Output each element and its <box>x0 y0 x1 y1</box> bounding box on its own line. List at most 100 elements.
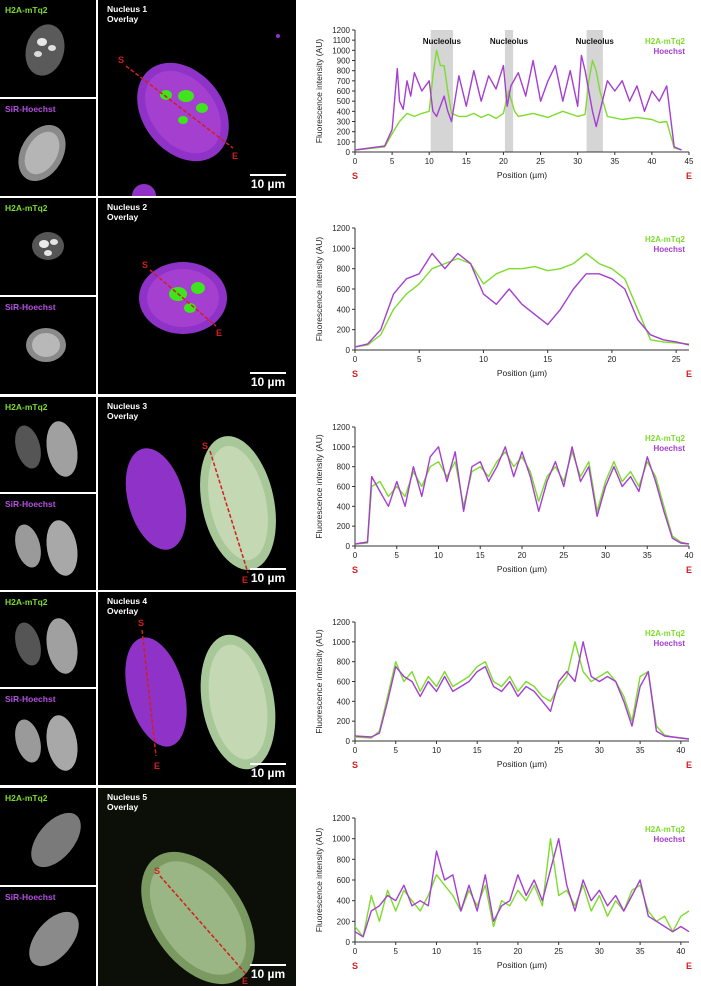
overlay-label: Overlay <box>107 802 139 812</box>
y-axis-label: Fluorescence intensity (AU) <box>314 39 324 144</box>
series-line-h2a-mtq2 <box>354 838 690 938</box>
nucleus-4-row: H2A-mTq2 SiR-Hoechst S E Nucleus 4 Overl… <box>0 592 701 785</box>
scale-bar-label: 10 µm <box>250 766 286 780</box>
y-tick-label: 200 <box>337 917 351 926</box>
x-tick-label: 35 <box>610 157 619 166</box>
y-tick-label: 800 <box>337 67 351 76</box>
nucleus-4-h2a-picture <box>15 618 78 674</box>
x-axis-label: Position (µm) <box>497 170 547 180</box>
legend-entry: Hoechst <box>653 444 685 453</box>
h2a-label: H2A-mTq2 <box>5 597 48 607</box>
scale-bar: 10 µm <box>248 763 288 780</box>
scale-bar-label: 10 µm <box>250 967 286 981</box>
intensity-profile-chart: 0 200 400 600 800 1000 1200 0 5 10 15 20 25 30 35 40 Pos… <box>314 618 692 770</box>
y-tick-label: 1100 <box>333 36 351 45</box>
y-tick-label: 400 <box>337 897 351 906</box>
x-tick-label: 0 <box>353 947 358 956</box>
y-tick-label: 400 <box>337 502 351 511</box>
y-axis-label: Fluorescence intensity (AU) <box>314 434 324 539</box>
overlay-label: Overlay <box>107 14 139 24</box>
hoechst-label: SiR-Hoechst <box>5 694 56 704</box>
x-tick-label: 25 <box>672 355 681 364</box>
legend-entry: H2A-mTq2 <box>645 37 686 46</box>
x-tick-label: 0 <box>353 746 358 755</box>
intensity-profile-chart: Nucleolus Nucleolus Nucleolus0100200300400… <box>314 26 694 181</box>
nucleus-name: Nucleus 3 <box>107 401 148 411</box>
y-tick-label: 600 <box>337 483 351 492</box>
y-tick-label: 900 <box>337 57 351 66</box>
scale-bar: 10 µm <box>248 174 288 191</box>
h2a-channel-image: H2A-mTq2 <box>0 788 96 885</box>
h2a-channel-image: H2A-mTq2 <box>0 397 96 492</box>
intensity-profile-chart: 0 200 400 600 800 1000 1200 0 5 10 15 20 25 30 35 40 Pos… <box>314 423 694 575</box>
x-tick-label: 40 <box>676 746 685 755</box>
y-tick-label: 400 <box>337 305 351 314</box>
h2a-channel-image: H2A-mTq2 <box>0 198 96 295</box>
start-marker: S <box>142 260 148 270</box>
y-axis-label: Fluorescence intensity (AU) <box>314 237 324 342</box>
scale-bar: 10 µm <box>248 372 288 389</box>
x-tick-label: 20 <box>607 355 616 364</box>
end-marker: E <box>242 575 248 585</box>
x-tick-label: 20 <box>513 746 522 755</box>
x-tick-label: 35 <box>636 746 645 755</box>
start-marker: S <box>352 369 358 379</box>
x-tick-label: 0 <box>353 551 358 560</box>
y-tick-label: 1200 <box>332 814 350 823</box>
y-tick-label: 700 <box>337 77 351 86</box>
legend-entry: H2A-mTq2 <box>645 434 686 443</box>
hoechst-label: SiR-Hoechst <box>5 302 56 312</box>
series-line-h2a-mtq2 <box>354 49 682 151</box>
x-axis-label: Position (µm) <box>497 960 547 970</box>
series-line-hoechst <box>354 641 690 740</box>
hoechst-channel-image: SiR-Hoechst <box>0 494 96 590</box>
end-marker: E <box>232 151 238 161</box>
x-tick-label: 5 <box>390 157 395 166</box>
h2a-channel-image: H2A-mTq2 <box>0 0 96 97</box>
end-marker: E <box>216 328 222 338</box>
overlay-label: Overlay <box>107 212 139 222</box>
y-axis-label: Fluorescence intensity (AU) <box>314 828 324 933</box>
nucleus-1-row: H2A-mTq2 SiR-Hoechst S E Nucleus 1 Overl… <box>0 0 701 196</box>
y-tick-label: 800 <box>337 463 351 472</box>
y-tick-label: 1200 <box>332 224 350 233</box>
legend-entry: Hoechst <box>653 47 685 56</box>
y-tick-label: 200 <box>337 128 351 137</box>
x-tick-label: 45 <box>685 157 694 166</box>
nucleus-2-h2a-picture <box>32 232 64 260</box>
x-tick-label: 10 <box>434 551 443 560</box>
x-tick-label: 30 <box>601 551 610 560</box>
x-tick-label: 30 <box>595 947 604 956</box>
h2a-label: H2A-mTq2 <box>5 402 48 412</box>
series-line-h2a-mtq2 <box>354 252 690 348</box>
intensity-chart-4: 0 200 400 600 800 1000 1200 0 5 10 15 20 25 30 35 40 Pos… <box>310 592 701 785</box>
hoechst-channel-image: SiR-Hoechst <box>0 689 96 785</box>
x-tick-label: 5 <box>394 947 399 956</box>
overlay-title: Nucleus 5 Overlay <box>107 792 147 812</box>
scale-bar: 10 µm <box>248 568 288 585</box>
x-tick-label: 10 <box>425 157 434 166</box>
nucleolus-label: Nucleolus <box>423 37 462 46</box>
y-tick-label: 400 <box>337 697 351 706</box>
overlay-title: Nucleus 2 Overlay <box>107 202 147 222</box>
h2a-label: H2A-mTq2 <box>5 203 48 213</box>
x-tick-label: 10 <box>432 947 441 956</box>
x-tick-label: 15 <box>473 947 482 956</box>
nucleus-2-row: H2A-mTq2 SiR-Hoechst S E Nucleus 2 Overl… <box>0 198 701 394</box>
x-tick-label: 0 <box>353 355 358 364</box>
x-tick-label: 25 <box>554 746 563 755</box>
y-tick-label: 800 <box>337 658 351 667</box>
overlay-image: S E Nucleus 5 Overlay 10 µm <box>98 788 296 986</box>
y-tick-label: 300 <box>337 118 351 127</box>
h2a-label: H2A-mTq2 <box>5 5 48 15</box>
legend-entry: H2A-mTq2 <box>645 235 686 244</box>
start-marker: S <box>352 565 358 575</box>
nucleus-1-overlay-picture: S E <box>118 34 280 196</box>
y-tick-label: 800 <box>337 265 351 274</box>
nucleus-3-overlay-picture: S E <box>125 436 276 585</box>
h2a-label: H2A-mTq2 <box>5 793 48 803</box>
x-tick-label: 40 <box>676 947 685 956</box>
nucleus-5-hoechst-picture <box>29 911 79 967</box>
nucleus-2-hoechst-picture <box>26 328 66 362</box>
x-tick-label: 25 <box>559 551 568 560</box>
